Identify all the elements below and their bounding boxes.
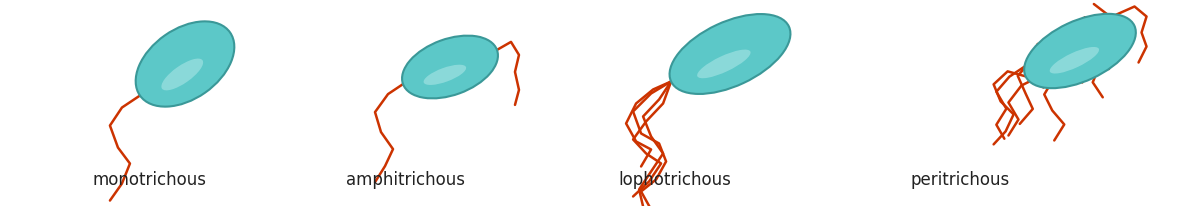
Ellipse shape (424, 65, 466, 85)
Ellipse shape (1024, 15, 1136, 89)
Ellipse shape (161, 59, 203, 91)
Text: amphitrichous: amphitrichous (346, 170, 464, 188)
Ellipse shape (697, 50, 750, 79)
Ellipse shape (1050, 48, 1099, 74)
Ellipse shape (669, 15, 791, 95)
Text: monotrichous: monotrichous (92, 170, 206, 188)
Text: lophotrichous: lophotrichous (618, 170, 731, 188)
Ellipse shape (402, 36, 497, 99)
Ellipse shape (136, 22, 234, 107)
Text: peritrichous: peritrichous (910, 170, 1009, 188)
